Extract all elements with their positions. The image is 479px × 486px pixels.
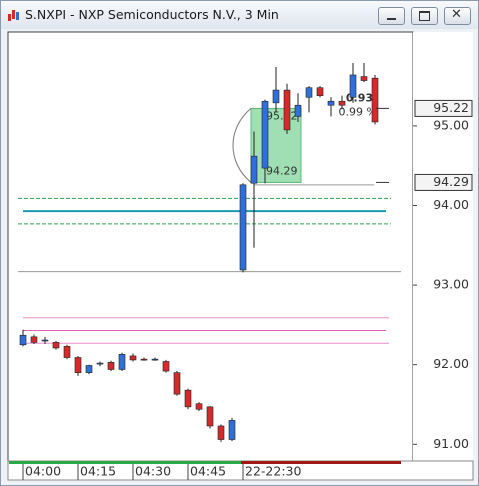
price-axis [413,32,473,461]
measure-percent: 0.99 % [339,105,377,118]
maximize-button[interactable] [411,7,438,25]
candle-body [162,361,170,372]
candle-body [195,403,203,410]
candle-body [261,100,269,169]
measure-box [250,107,302,183]
x-tick-label: 04:00 [25,464,61,479]
candle-body [140,358,148,361]
candle-body [85,365,93,373]
candle-body [371,77,379,123]
y-tick-label: 93.00 [433,277,469,292]
candle-body [228,420,236,440]
price-tag-label: 95.22 [433,100,469,115]
candle-body [118,354,126,370]
session-bar [9,461,241,464]
price-tag [414,173,473,191]
y-tick-label: 94.00 [433,197,469,212]
plot-area [7,31,414,462]
price-tag-label: 94.29 [433,174,469,189]
candle-body [107,362,115,370]
candle-body [283,89,291,131]
candle-body [52,342,60,349]
candle-body [184,389,192,408]
session-bar [241,461,401,464]
x-tick-label: 22-22:30 [245,464,301,479]
candle-body [30,336,38,343]
measure-to-label: 95.22 [266,109,298,122]
price-tag [414,99,473,117]
x-tick-label: 04:30 [135,464,171,479]
y-tick-label: 91.00 [433,436,469,451]
chart: 91.0092.0093.0094.0095.0095.2294.290.930… [7,31,474,481]
title-bar: S.NXPI - NXP Semiconductors N.V., 3 Min … [1,1,478,29]
candle-body [63,346,71,358]
candle-body [129,355,137,361]
candle-body [338,100,346,106]
candle-body [19,334,27,346]
candle-body [239,184,247,271]
x-tick-label: 04:45 [190,464,226,479]
measure-from-label: 94.29 [266,164,298,177]
y-tick-label: 95.00 [433,117,469,132]
close-button[interactable]: ✕ [444,7,471,25]
window-title: S.NXPI - NXP Semiconductors N.V., 3 Min [25,7,279,22]
minimize-button[interactable] [378,7,405,25]
candle-body [250,155,258,184]
candle-body [217,425,225,440]
candle-body [41,339,49,342]
candle-body [151,358,159,361]
app-icon [8,10,19,21]
x-tick-label: 04:15 [80,464,116,479]
candle-body [305,87,313,98]
y-tick-label: 92.00 [433,356,469,371]
candle-body [349,74,357,98]
candle-body [206,406,214,427]
candle-body [294,104,302,117]
candle-body [272,89,280,104]
candle-body [173,372,181,395]
measure-arc [232,108,252,183]
candle-body [96,362,104,365]
candle-body [316,87,324,96]
candle-body [360,76,368,81]
candle-body [74,357,82,373]
candle-body [327,100,335,106]
